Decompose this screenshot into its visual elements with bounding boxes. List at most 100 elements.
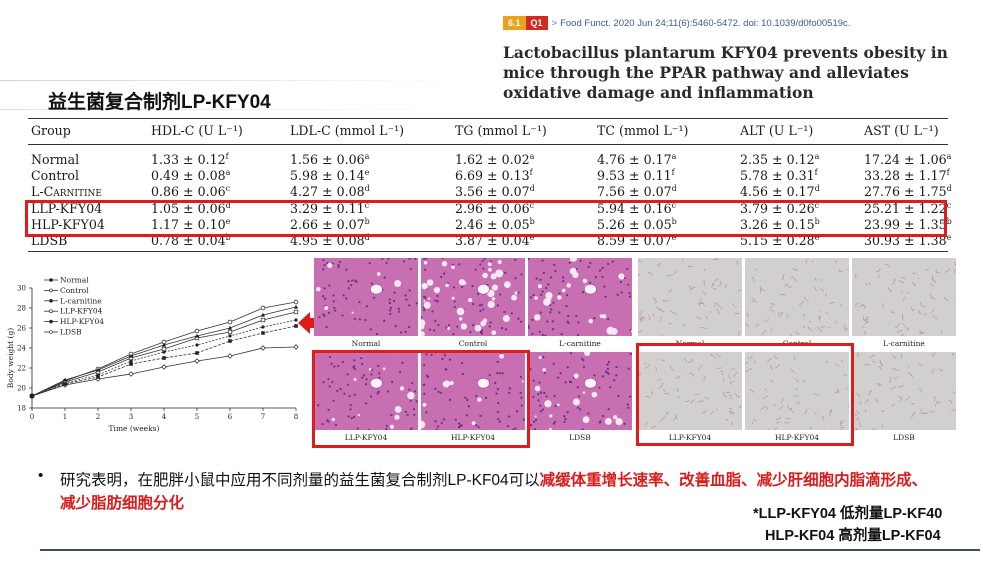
significance-letter: c bbox=[671, 200, 677, 210]
significance-letter: f bbox=[814, 168, 818, 177]
significance-letter: d bbox=[364, 232, 370, 242]
data-point bbox=[293, 344, 299, 350]
research-summary: 研究表明，在肥胖小鼠中应用不同剂量的益生菌复合制剂LP-KF04可以减缓体重增长… bbox=[60, 469, 940, 515]
cell-ast: 27.76 ± 1.75d bbox=[864, 184, 952, 199]
legend-marker bbox=[49, 309, 53, 314]
header-group: Group bbox=[31, 123, 71, 138]
cell-group: Control bbox=[31, 168, 80, 184]
significance-letter: a bbox=[225, 168, 231, 177]
cell-tg: 1.62 ± 0.02a bbox=[455, 152, 534, 167]
cell-value: 4.27 ± 0.08 bbox=[290, 184, 365, 200]
x-tick-label: 5 bbox=[195, 413, 199, 421]
adipose-panel-normal bbox=[638, 258, 742, 336]
summary-text: 研究表明，在肥胖小鼠中应用不同剂量的益生菌复合制剂LP-KF04可以 bbox=[60, 472, 540, 489]
data-point bbox=[293, 304, 299, 309]
x-axis-label: Time (weeks) bbox=[109, 424, 160, 433]
arrow-left-icon bbox=[298, 312, 322, 334]
liver-panel-ldsb bbox=[528, 352, 632, 430]
data-point bbox=[227, 319, 233, 325]
citation-bar: 6.1 Q1 > Food Funct. 2020 Jun 24;11(6):5… bbox=[503, 16, 850, 30]
x-tick-label: 3 bbox=[129, 413, 133, 421]
body-weight-chart: 18 20 22 24 26 28 30 0 1 2 3 4 5 6 7 8 Time (weeks) Body … bbox=[6, 276, 299, 433]
data-point bbox=[62, 377, 68, 382]
cell-alt: 4.56 ± 0.17d bbox=[740, 184, 820, 199]
data-point bbox=[95, 367, 101, 372]
significance-letter: a bbox=[946, 151, 952, 161]
cell-ldl: 5.98 ± 0.14e bbox=[290, 168, 369, 183]
data-point bbox=[195, 351, 199, 355]
significance-letter: f bbox=[946, 168, 950, 177]
cell-hdl: 0.49 ± 0.08a bbox=[151, 168, 230, 183]
panel-label: LDSB bbox=[893, 433, 915, 442]
x-tick-label: 2 bbox=[96, 413, 100, 421]
x-tick-label: 0 bbox=[30, 413, 34, 421]
cell-value: 7.56 ± 0.07 bbox=[597, 184, 672, 200]
table-rule bbox=[28, 251, 948, 253]
cell-value: 27.76 ± 1.75 bbox=[864, 184, 947, 200]
highlight-box-table bbox=[25, 200, 947, 237]
significance-letter: c bbox=[814, 200, 820, 210]
cell-hdl: 1.33 ± 0.12f bbox=[151, 152, 229, 167]
significance-letter: c bbox=[225, 184, 231, 194]
cell-value: 9.53 ± 0.11 bbox=[597, 168, 672, 184]
legend-marker bbox=[49, 298, 53, 303]
legend-marker bbox=[49, 319, 53, 324]
cell-hdl: 1.17 ± 0.10e bbox=[151, 217, 230, 232]
cell-ast: 23.99 ± 1.35b bbox=[864, 217, 952, 232]
legend-label: Control bbox=[60, 286, 89, 295]
cell-alt: 3.79 ± 0.26c bbox=[740, 201, 819, 216]
cell-value: 2.46 ± 0.05 bbox=[455, 216, 530, 232]
adipose-panel-control bbox=[745, 258, 849, 336]
liver-he-panels: Normal Control L-carnitine LLP-KFY04 HLP-KFY… bbox=[314, 258, 634, 448]
data-point bbox=[129, 359, 133, 363]
data-point bbox=[29, 393, 35, 398]
data-point bbox=[129, 362, 133, 366]
cell-value: 1.62 ± 0.02 bbox=[455, 152, 530, 167]
cell-value: 2.66 ± 0.07 bbox=[290, 216, 365, 232]
cell-value: 6.69 ± 0.13 bbox=[455, 168, 530, 184]
significance-letter: b bbox=[225, 232, 231, 242]
cell-ldl: 4.27 ± 0.08d bbox=[290, 184, 370, 199]
significance-letter: b bbox=[671, 216, 677, 226]
significance-letter: b bbox=[364, 216, 370, 226]
cell-group: Normal bbox=[31, 152, 80, 167]
cell-tc: 9.53 ± 0.11f bbox=[597, 168, 675, 183]
cell-ldl: 2.66 ± 0.07b bbox=[290, 217, 370, 232]
table-row: LLP-KFY04 1.05 ± 0.06d 3.29 ± 0.11c 2.96 ± … bbox=[28, 200, 951, 217]
liver-panel-control bbox=[421, 258, 525, 336]
data-point bbox=[194, 333, 200, 338]
citation-text[interactable]: Food Funct. 2020 Jun 24;11(6):5460-5472.… bbox=[560, 17, 851, 29]
liver-panel-normal bbox=[314, 258, 418, 336]
series-line-hlp-kfy04 bbox=[31, 325, 297, 397]
cell-tc: 5.26 ± 0.05b bbox=[597, 217, 677, 232]
liver-panel-l-carnitine bbox=[528, 258, 632, 336]
adipose-panel-llp-kfy04 bbox=[638, 352, 742, 430]
quartile-badge: Q1 bbox=[525, 16, 548, 30]
cell-value: 0.49 ± 0.08 bbox=[151, 168, 226, 184]
cell-value: 2.35 ± 0.12 bbox=[740, 152, 815, 167]
significance-letter: e bbox=[225, 216, 231, 226]
data-point bbox=[128, 353, 134, 358]
summary-highlight: 减缓体重增长速率、改善血脂、减少肝细胞内脂滴形成、减少脂肪细胞分化 bbox=[60, 472, 928, 512]
liver-panel-llp-kfy04 bbox=[314, 352, 418, 430]
cell-value: 3.56 ± 0.07 bbox=[455, 184, 530, 200]
data-point bbox=[96, 375, 100, 379]
adipose-panel-l-carnitine bbox=[852, 258, 956, 336]
cell-value: 1.56 ± 0.06 bbox=[290, 152, 365, 167]
significance-letter: a bbox=[814, 151, 820, 161]
cell-hdl: 1.05 ± 0.06d bbox=[151, 201, 231, 216]
significance-letter: e bbox=[671, 232, 677, 242]
cell-tc: 4.76 ± 0.17a bbox=[597, 152, 676, 167]
header-tg: TG (mmol L⁻¹) bbox=[455, 123, 547, 138]
data-point bbox=[227, 329, 233, 335]
table-row: Control 0.49 ± 0.08a 5.98 ± 0.14e 6.69 ± 0.… bbox=[28, 168, 950, 184]
panel-label: L-carnitine bbox=[883, 339, 925, 348]
cell-ldl: 1.56 ± 0.06a bbox=[290, 152, 369, 167]
data-point bbox=[260, 317, 266, 323]
data-point bbox=[260, 305, 266, 311]
y-tick-label: 18 bbox=[17, 405, 26, 413]
y-tick-label: 24 bbox=[17, 345, 26, 353]
y-tick-label: 26 bbox=[17, 325, 26, 333]
cell-alt: 5.78 ± 0.31f bbox=[740, 168, 818, 183]
data-point bbox=[260, 312, 266, 317]
